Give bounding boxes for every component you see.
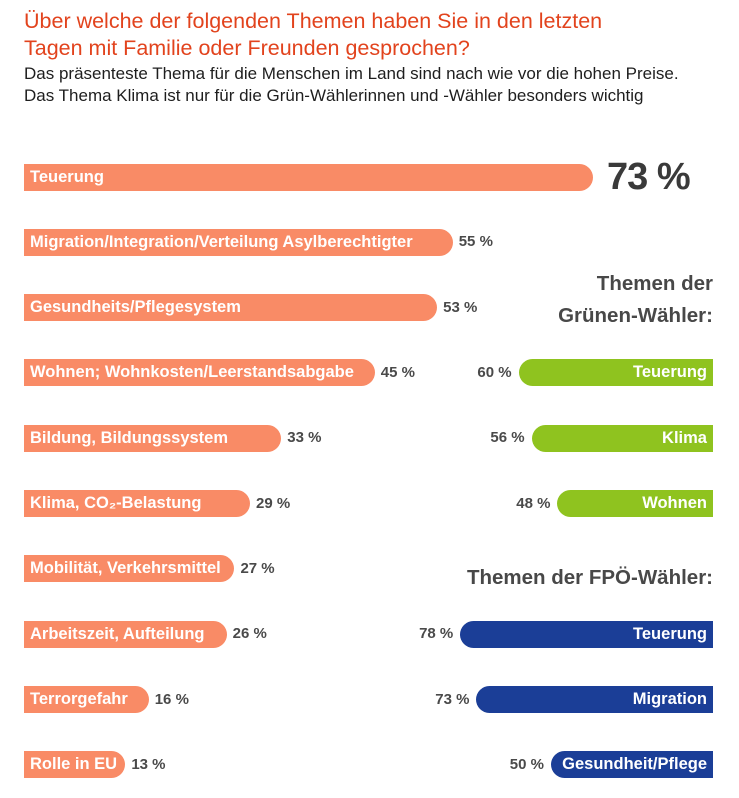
bar-label: Terrorgefahr xyxy=(30,690,128,709)
bar-label: Rolle in EU xyxy=(30,755,118,774)
gruene-heading: Themen der Grünen-Wähler: xyxy=(558,268,713,332)
gruene-heading-line: Grünen-Wähler: xyxy=(558,304,713,327)
bar-label: Klima xyxy=(662,428,707,447)
bar-label: Arbeitszeit, Aufteilung xyxy=(30,624,205,643)
bar-bildung-bildungssystem: Bildung, Bildungssystem xyxy=(24,424,282,452)
value-label: 16 % xyxy=(154,690,189,708)
value-label: 27 % xyxy=(240,559,275,577)
chart-title-line: Über welche der folgenden Themen haben S… xyxy=(24,9,603,33)
bar-teuerung: Teuerung xyxy=(24,163,594,191)
bar-label: Klima, CO₂-Belastung xyxy=(30,494,202,513)
bar-label: Mobilität, Verkehrsmittel xyxy=(30,559,221,578)
bar-mobilitat-verkehrsmittel: Mobilität, Verkehrsmittel xyxy=(24,555,235,583)
value-label: 56 % xyxy=(490,429,525,447)
bar-label: Wohnen; Wohnkosten/Leerstandsabgabe xyxy=(30,363,354,382)
chart-subtitle-line: Das Thema Klima ist nur für die Grün-Wäh… xyxy=(24,86,644,105)
chart-title-line: Tagen mit Familie oder Freunden gesproch… xyxy=(24,36,470,60)
value-label: 73 % xyxy=(607,156,691,198)
value-label: 48 % xyxy=(516,494,551,512)
chart-subtitle: Das präsenteste Thema für die Menschen i… xyxy=(24,63,679,107)
bar-label: Migration/Integration/Verteilung Asylber… xyxy=(30,232,413,251)
bar-label: Wohnen xyxy=(642,494,707,513)
bar-label: Gesundheits/Pflegesystem xyxy=(30,298,241,317)
bar-wohnen-wohnkosten-leerstandsabgabe: Wohnen; Wohnkosten/Leerstandsabgabe xyxy=(24,359,375,387)
bar-teuerung: Teuerung xyxy=(518,359,713,387)
bar-teuerung: Teuerung xyxy=(460,620,713,648)
bar-label: Migration xyxy=(632,690,707,709)
value-label: 53 % xyxy=(443,298,478,316)
value-label: 60 % xyxy=(477,363,512,381)
bar-rolle-in-eu: Rolle in EU xyxy=(24,751,126,779)
bar-klima: Klima xyxy=(531,424,713,452)
bar-wohnen: Wohnen xyxy=(557,490,713,518)
fpoe-heading-line: Themen der FPÖ-Wähler: xyxy=(466,566,713,589)
bar-label: Gesundheit/Pflege xyxy=(562,755,707,774)
value-label: 50 % xyxy=(509,755,544,773)
fpoe-heading: Themen der FPÖ-Wähler: xyxy=(467,565,713,591)
bar-label: Teuerung xyxy=(633,363,707,382)
bar-label: Bildung, Bildungssystem xyxy=(30,428,229,447)
bar-label: Teuerung xyxy=(30,167,104,186)
chart-subtitle-line: Das präsenteste Thema für die Menschen i… xyxy=(24,64,679,83)
value-label: 73 % xyxy=(435,690,470,708)
bar-migration: Migration xyxy=(476,686,713,714)
value-label: 29 % xyxy=(256,494,291,512)
chart-title: Über welche der folgenden Themen haben S… xyxy=(24,8,602,62)
bar-label: Teuerung xyxy=(633,624,707,643)
value-label: 45 % xyxy=(380,363,415,381)
value-label: 26 % xyxy=(232,625,267,643)
bar-gesundheits-pflegesystem: Gesundheits/Pflegesystem xyxy=(24,294,438,322)
value-label: 55 % xyxy=(458,233,493,251)
value-label: 33 % xyxy=(287,429,322,447)
bar-arbeitszeit-aufteilung: Arbeitszeit, Aufteilung xyxy=(24,620,227,648)
value-label: 78 % xyxy=(419,625,454,643)
gruene-heading-line: Themen der xyxy=(596,272,713,295)
bar-terrorgefahr: Terrorgefahr xyxy=(24,686,149,714)
bar-migration-integration-verteilung-asylberechtigter: Migration/Integration/Verteilung Asylber… xyxy=(24,228,453,256)
bar-gesundheit-pflege: Gesundheit/Pflege xyxy=(551,751,713,779)
bar-klima-co2-belastung: Klima, CO₂-Belastung xyxy=(24,490,251,518)
value-label: 13 % xyxy=(131,755,166,773)
